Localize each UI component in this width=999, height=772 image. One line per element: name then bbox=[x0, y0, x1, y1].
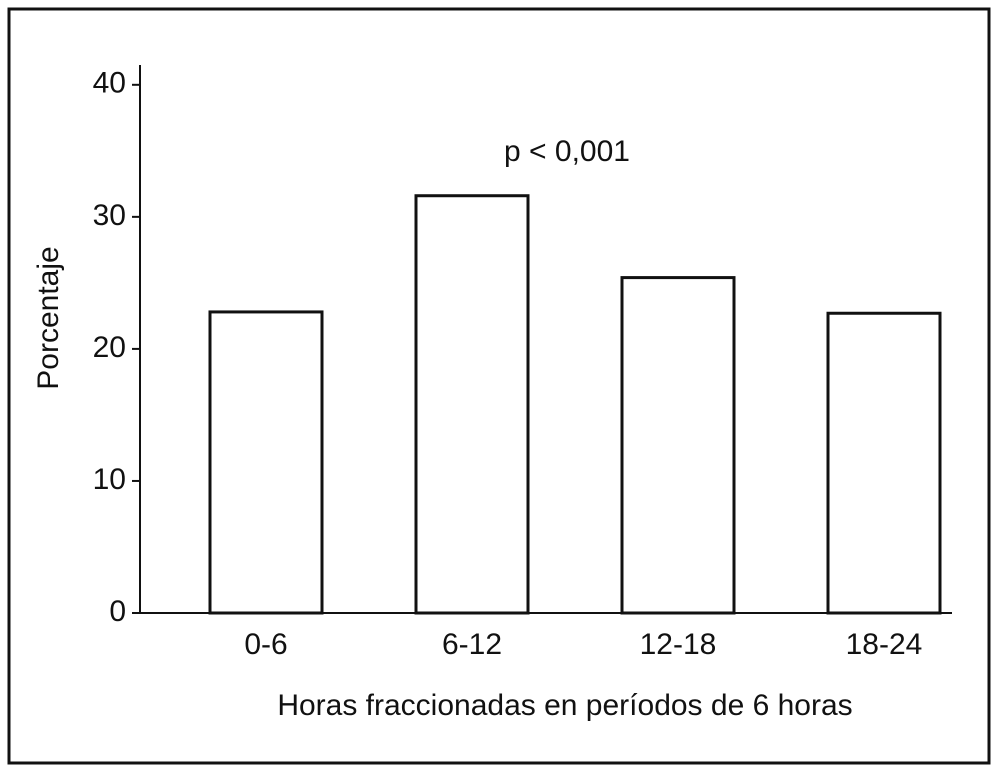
y-tick-label: 40 bbox=[93, 67, 126, 100]
y-tick-label: 30 bbox=[93, 199, 126, 232]
bar bbox=[826, 311, 942, 615]
bar bbox=[414, 194, 530, 615]
y-tick-label: 20 bbox=[93, 331, 126, 364]
annotation: p < 0,001 bbox=[504, 135, 630, 168]
y-axis-label: Porcentaje bbox=[32, 246, 65, 389]
x-tick-label: 6-12 bbox=[442, 628, 502, 661]
x-tick-label: 0-6 bbox=[244, 628, 287, 661]
y-tick-label: 0 bbox=[109, 595, 126, 628]
x-tick-label: 12-18 bbox=[640, 628, 717, 661]
frame bbox=[7, 7, 991, 765]
y-tick-label: 10 bbox=[93, 463, 126, 496]
x-axis-label: Horas fraccionadas en períodos de 6 hora… bbox=[277, 689, 852, 722]
x-tick-label: 18-24 bbox=[846, 628, 923, 661]
bar bbox=[620, 276, 736, 615]
bar bbox=[208, 310, 324, 615]
